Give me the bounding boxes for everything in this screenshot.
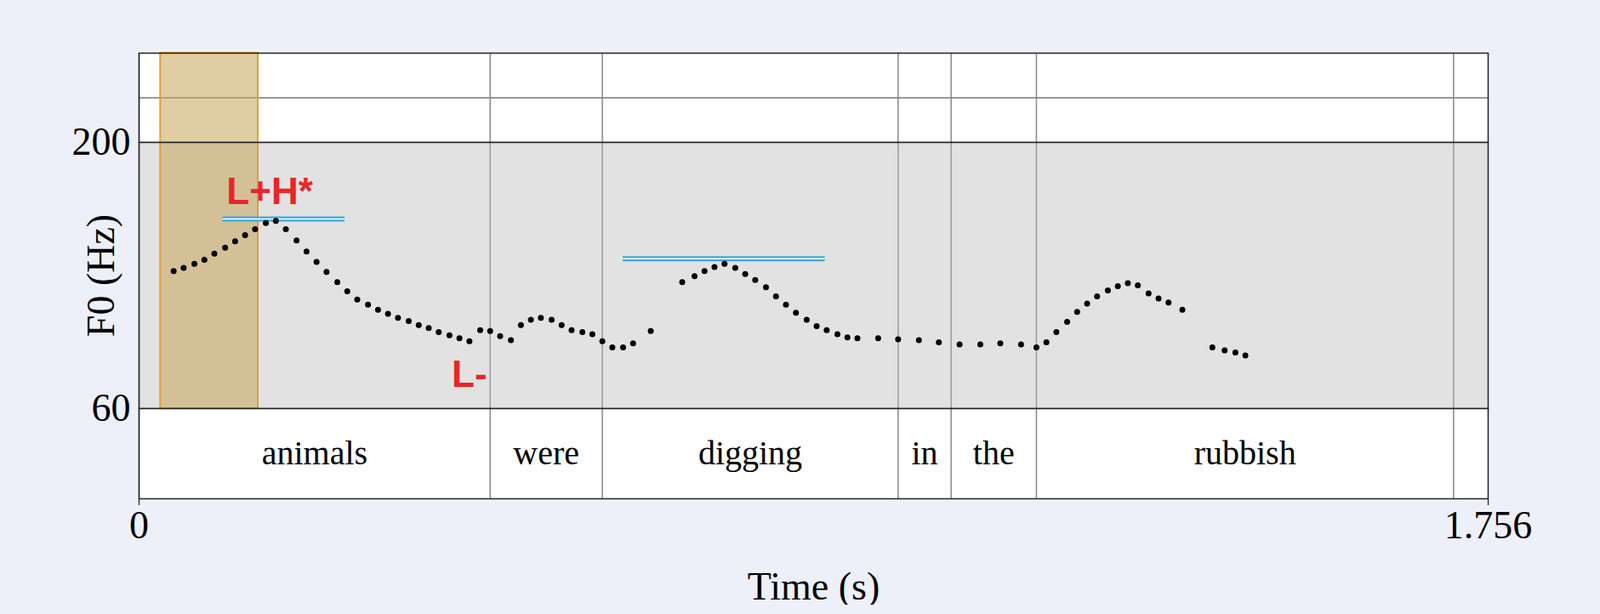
svg-text:0: 0 <box>129 503 149 547</box>
svg-text:60: 60 <box>91 386 131 430</box>
svg-text:L-: L- <box>451 353 488 395</box>
svg-text:rubbish: rubbish <box>1194 433 1297 473</box>
svg-text:F0 (Hz): F0 (Hz) <box>79 214 123 337</box>
svg-text:the: the <box>973 433 1015 473</box>
svg-text:in: in <box>911 433 938 473</box>
svg-text:animals: animals <box>261 433 368 473</box>
svg-text:Time (s): Time (s) <box>747 564 881 609</box>
svg-text:1.756: 1.756 <box>1444 503 1533 547</box>
svg-text:200: 200 <box>72 119 131 164</box>
svg-text:were: were <box>512 433 580 473</box>
svg-text:L+H*: L+H* <box>226 170 314 212</box>
svg-text:digging: digging <box>698 433 803 473</box>
